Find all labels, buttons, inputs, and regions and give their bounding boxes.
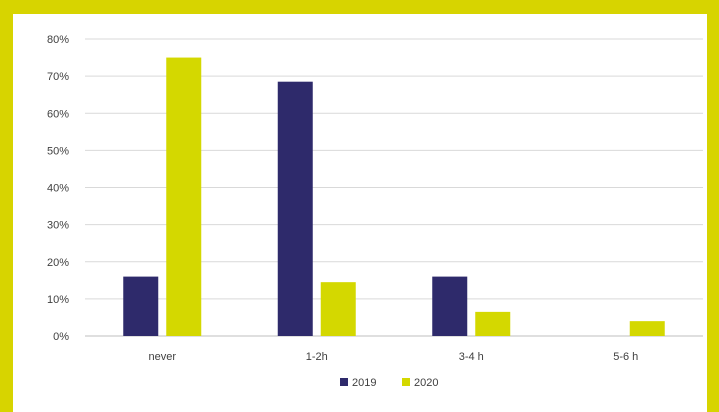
legend-swatch bbox=[402, 378, 410, 386]
y-tick-label: 80% bbox=[47, 34, 69, 46]
legend-label: 2019 bbox=[352, 377, 376, 389]
y-tick-label: 40% bbox=[47, 183, 69, 195]
bar-2020-3-4h bbox=[475, 311, 511, 336]
x-tick-label: never bbox=[148, 351, 176, 363]
legend-swatch bbox=[340, 378, 348, 386]
y-tick-label: 60% bbox=[47, 108, 69, 120]
bar-2020-never bbox=[166, 57, 202, 336]
x-tick-label: 1-2h bbox=[306, 351, 328, 363]
y-tick-label: 20% bbox=[47, 257, 69, 269]
legend-label: 2020 bbox=[414, 377, 438, 389]
bar-2019-3-4h bbox=[432, 276, 468, 336]
bar-2020-1-2h bbox=[320, 282, 356, 336]
y-tick-label: 30% bbox=[47, 220, 69, 232]
bar-chart: 0% 10% 20% 30% 40% 50% 60% 70% 80% never 1-2h 3-4 … bbox=[47, 34, 703, 389]
x-axis: never 1-2h 3-4 h 5-6 h bbox=[148, 351, 638, 363]
bar-2020-5-6h bbox=[629, 321, 665, 336]
y-axis: 0% 10% 20% 30% 40% 50% 60% 70% 80% bbox=[47, 34, 69, 343]
bars bbox=[123, 57, 665, 336]
y-tick-label: 0% bbox=[53, 331, 69, 343]
legend: 2019 2020 bbox=[340, 377, 438, 389]
bar-2019-1-2h bbox=[277, 81, 313, 336]
y-tick-label: 50% bbox=[47, 145, 69, 157]
y-tick-label: 10% bbox=[47, 294, 69, 306]
bar-2019-never bbox=[123, 276, 159, 336]
y-tick-label: 70% bbox=[47, 71, 69, 83]
chart-panel: 0% 10% 20% 30% 40% 50% 60% 70% 80% never 1-2h 3-4 … bbox=[13, 14, 707, 412]
x-tick-label: 3-4 h bbox=[459, 351, 484, 363]
x-tick-label: 5-6 h bbox=[613, 351, 638, 363]
